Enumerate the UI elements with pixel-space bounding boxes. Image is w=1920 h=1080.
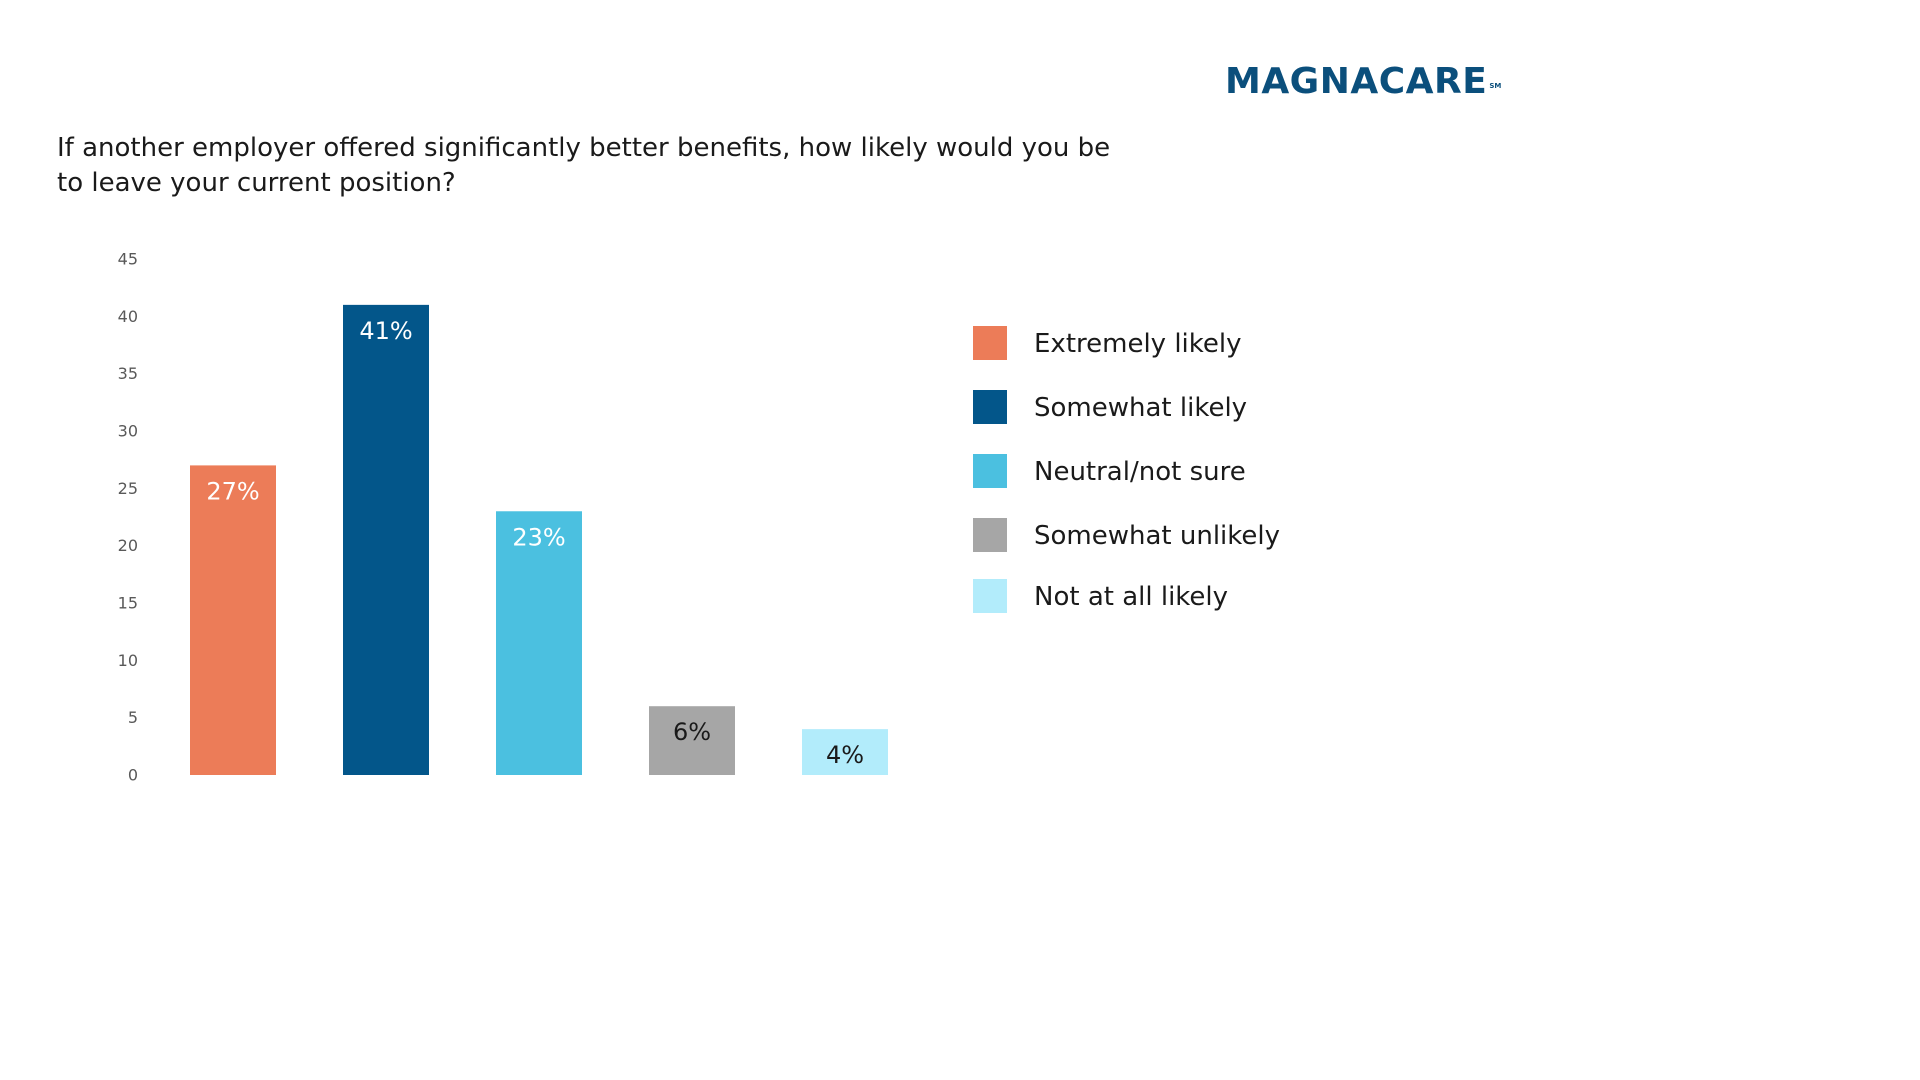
survey-question: If another employer offered significantl… <box>57 133 1111 198</box>
data-label-extremely-likely: 27% <box>206 477 259 505</box>
y-tick-label: 45 <box>118 250 138 269</box>
bar-chart: 0 5 10 15 20 25 30 35 40 45 27% 41% 23% 6% 4% <box>118 250 888 785</box>
data-label-neutral-not-sure: 23% <box>512 523 565 551</box>
legend-label: Neutral/not sure <box>1034 457 1246 487</box>
y-tick-label: 10 <box>118 651 138 670</box>
bar-somewhat-likely <box>343 304 429 775</box>
brand-logo: MAGNACARE SM <box>1225 62 1501 102</box>
y-tick-label: 35 <box>118 364 138 383</box>
service-mark: SM <box>1489 82 1502 90</box>
legend-label: Somewhat unlikely <box>1034 521 1281 551</box>
brand-name: MAGNACARE <box>1225 61 1488 102</box>
bar-neutral-not-sure <box>496 511 582 775</box>
data-label-not-at-all-likely: 4% <box>826 741 864 769</box>
legend-swatch <box>973 518 1007 552</box>
y-tick-label: 25 <box>118 479 138 498</box>
legend-swatch <box>973 326 1007 360</box>
legend-swatch <box>973 579 1007 613</box>
legend-swatch <box>973 390 1007 424</box>
bar-somewhat-unlikely <box>649 706 735 775</box>
y-tick-label: 15 <box>118 594 138 613</box>
legend-swatch <box>973 454 1007 488</box>
bar-extremely-likely <box>190 465 276 775</box>
y-tick-label: 30 <box>118 422 138 441</box>
data-label-somewhat-unlikely: 6% <box>673 718 711 746</box>
y-tick-label: 20 <box>118 536 138 555</box>
y-axis: 0 5 10 15 20 25 30 35 40 45 <box>118 250 138 785</box>
bars: 27% 41% 23% 6% 4% <box>190 304 888 775</box>
y-tick-label: 40 <box>118 307 138 326</box>
y-tick-label: 5 <box>128 708 138 727</box>
legend-label: Somewhat likely <box>1034 393 1248 423</box>
legend-label: Not at all likely <box>1034 582 1229 612</box>
data-label-somewhat-likely: 41% <box>359 317 412 345</box>
legend-label: Extremely likely <box>1034 329 1242 359</box>
bar-not-at-all-likely <box>802 729 888 775</box>
y-tick-label: 0 <box>128 766 138 785</box>
